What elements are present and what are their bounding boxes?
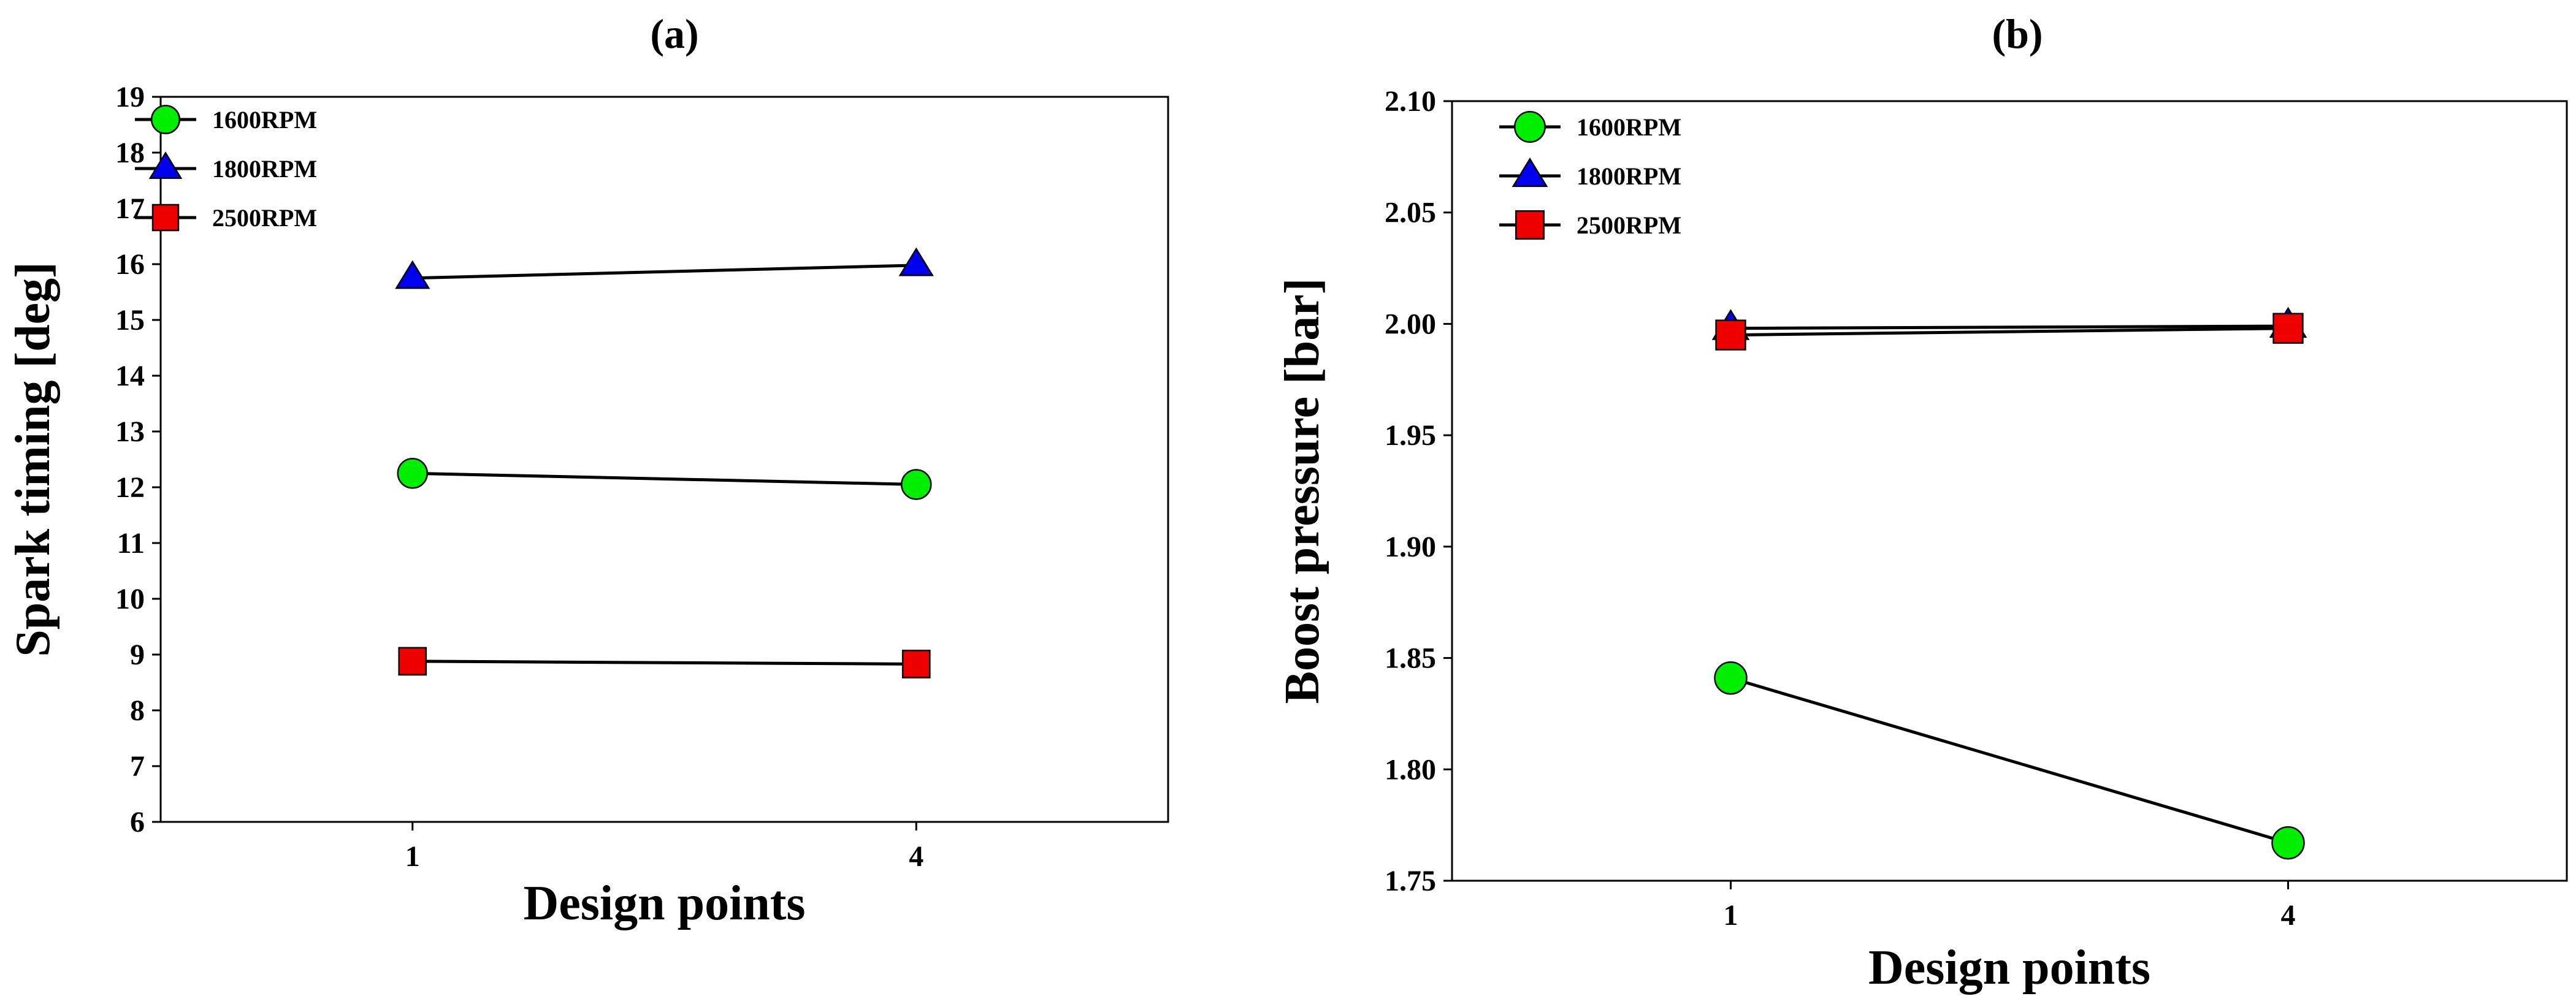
panel-b-legend-marker-2500rpm [1515,210,1545,240]
panel-b-y-tick-label: 2.10 [1385,85,1436,118]
panel-b-y-tick-label: 2.05 [1385,197,1436,229]
panel-b-y-tick-label: 1.90 [1385,531,1436,563]
panel-a-legend-label: 1800RPM [212,155,317,183]
panel-a-y-tick-label: 11 [117,527,145,560]
panel-b-series-line-1600rpm [1730,676,2289,845]
panel-a-series-line-2500rpm [412,659,917,666]
panel-b-legend-marker-1800rpm [1512,158,1548,188]
panel-b-legend-label: 1800RPM [1577,162,1681,190]
panel-b-y-axis-title: Boost pressure [bar] [1275,278,1329,704]
panel-a-legend-marker-1800rpm [148,151,183,179]
panel-b-legend-marker-1600rpm [1514,111,1546,143]
panel-a-plot-frame [159,96,1169,823]
panel-a-point-2500rpm [398,647,427,676]
panel-b-y-tick-label: 1.80 [1385,753,1436,786]
panel-b-x-tick-label: 4 [2281,899,2296,932]
panel-b-chart: (b) 1.75 1.80 1.85 1.90 1.95 2.00 2.05 2.10 1 4 Des… [1275,10,2568,995]
panel-a-title: (a) [650,10,698,57]
panel-a-point-1600rpm [397,458,428,489]
panel-a-series-line-1600rpm [412,471,917,486]
panel-a-y-tick-label: 18 [115,137,145,169]
panel-a-y-tick-label: 8 [130,694,145,727]
panel-a-y-tick-label: 10 [115,583,145,615]
panel-b-legend-label: 1600RPM [1577,113,1681,141]
panel-a-x-tick-label: 4 [909,840,923,873]
panel-b-series-line-1800rpm [1730,324,2288,330]
panel-a-point-2500rpm [901,650,931,678]
panel-a-point-1600rpm [901,469,932,500]
panel-a-y-tick-label: 9 [130,639,145,671]
panel-b-point-2500rpm [1715,319,1746,351]
panel-a-legend-label: 1600RPM [212,106,317,134]
panel-a-x-tick-label: 1 [405,840,420,873]
panel-a-y-tick-label: 13 [115,416,145,448]
panel-b-y-tick-label: 1.85 [1385,642,1436,675]
panel-b-series-line-2500rpm [1730,327,2288,337]
panel-b-y-tick-label: 1.75 [1385,865,1436,897]
panel-a-y-tick-label: 7 [130,750,145,783]
panel-a-y-tick-label: 19 [115,81,145,113]
panel-a-point-1800rpm [395,260,430,289]
panel-a-legend-marker-2500rpm [151,203,180,232]
panel-b-x-axis-title: Design points [1868,941,2150,995]
panel-b-title: (b) [1992,10,2043,57]
panel-a-legend-marker-1600rpm [150,104,181,135]
panel-b-legend-label: 2500RPM [1577,211,1681,239]
panel-a-series-line-1800rpm [412,264,917,280]
panel-a-y-tick-label: 14 [115,360,145,392]
panel-a-y-tick-label: 16 [115,248,145,281]
panel-a-y-axis-title: Spark timing [deg] [6,262,60,657]
panel-a-point-1800rpm [898,247,934,276]
panel-b-x-tick-label: 1 [1724,899,1738,932]
panel-a-y-tick-label: 17 [115,192,145,225]
panel-a-legend-label: 2500RPM [212,204,317,232]
panel-b-point-2500rpm [2272,313,2304,344]
panel-b-y-tick-label: 2.00 [1385,308,1436,340]
panel-a-y-tick-label: 15 [115,304,145,336]
panel-b-y-tick-label: 1.95 [1385,419,1436,452]
panel-a-y-tick-label: 6 [130,806,145,838]
panel-b-point-1600rpm [2271,826,2305,860]
panel-b-plot-frame [1451,100,2568,882]
panel-b-point-1600rpm [1714,661,1748,695]
panel-a-x-axis-title: Design points [523,876,805,930]
panel-a-y-tick-label: 12 [115,471,145,504]
